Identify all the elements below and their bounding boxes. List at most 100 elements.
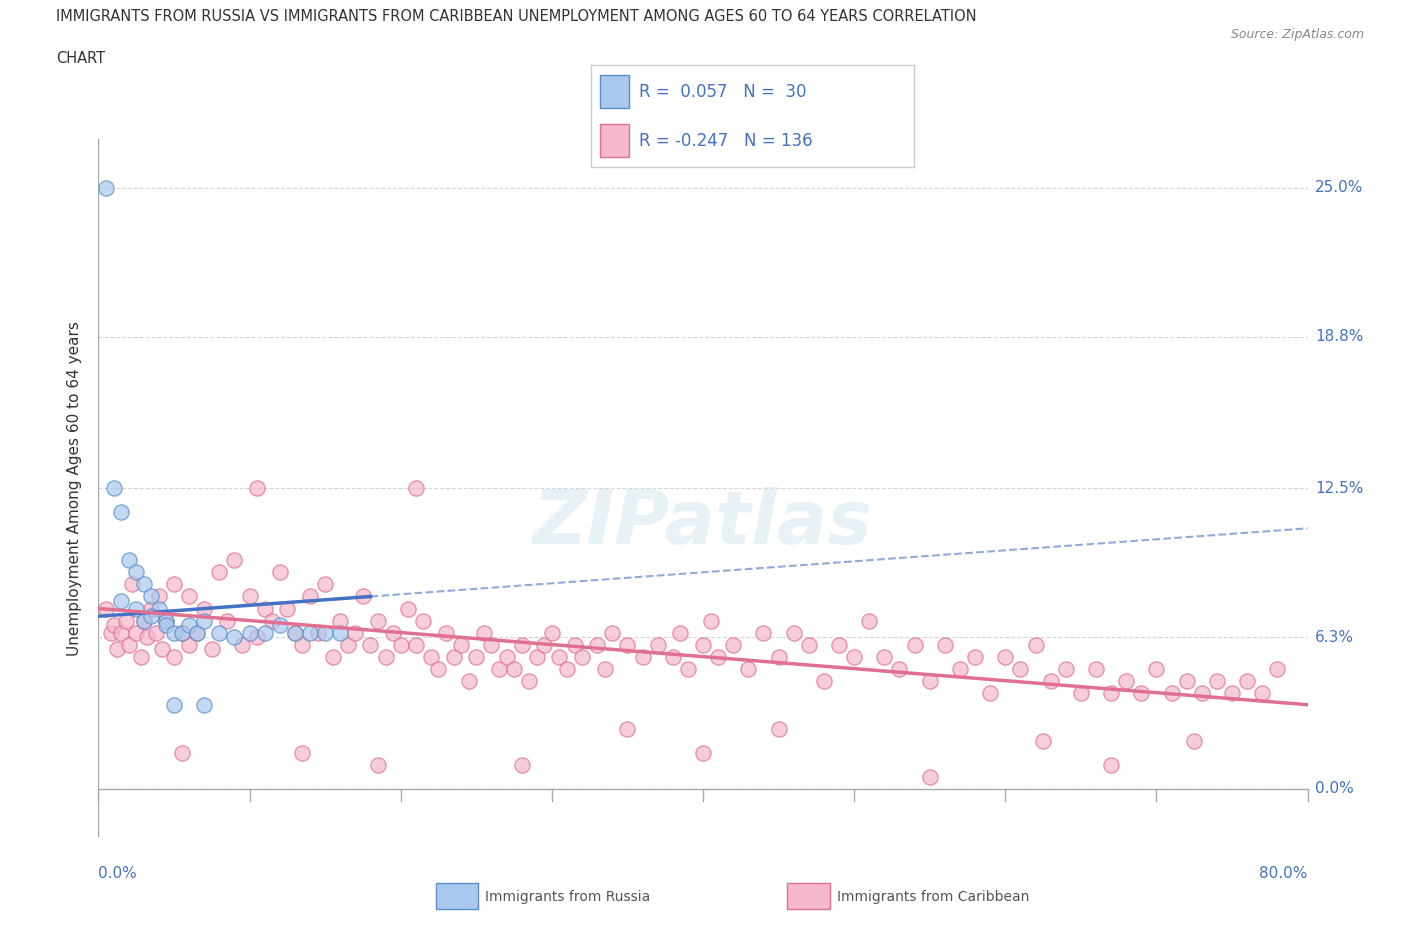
Text: 25.0%: 25.0%: [1315, 180, 1364, 195]
Point: [676, 661, 699, 676]
Point: [103, 481, 125, 496]
Point: [193, 601, 215, 616]
Point: [1160, 685, 1182, 700]
Text: IMMIGRANTS FROM RUSSIA VS IMMIGRANTS FROM CARIBBEAN UNEMPLOYMENT AMONG AGES 60 T: IMMIGRANTS FROM RUSSIA VS IMMIGRANTS FRO…: [56, 9, 977, 24]
Point: [314, 625, 336, 640]
Point: [141, 601, 163, 616]
Point: [132, 613, 155, 628]
Point: [540, 625, 562, 640]
Point: [179, 589, 201, 604]
Point: [163, 649, 186, 664]
Point: [94, 601, 117, 616]
Point: [768, 722, 790, 737]
Point: [593, 661, 616, 676]
Point: [132, 613, 155, 628]
Point: [420, 649, 443, 664]
Point: [647, 637, 669, 652]
Point: [125, 601, 148, 616]
Point: [239, 589, 262, 604]
Point: [412, 613, 434, 628]
Point: [155, 618, 177, 632]
Point: [224, 553, 246, 568]
Point: [548, 649, 571, 664]
Point: [269, 618, 291, 632]
Point: [631, 649, 654, 664]
Bar: [600, 75, 630, 108]
Point: [465, 649, 488, 664]
Point: [344, 625, 367, 640]
Point: [517, 673, 540, 688]
Point: [246, 481, 269, 496]
Y-axis label: Unemployment Among Ages 60 to 64 years: Unemployment Among Ages 60 to 64 years: [67, 321, 83, 656]
Point: [526, 649, 548, 664]
Point: [1115, 673, 1137, 688]
Point: [481, 637, 503, 652]
Point: [201, 642, 224, 657]
Point: [782, 625, 804, 640]
Point: [723, 637, 745, 652]
Point: [253, 625, 276, 640]
Text: 18.8%: 18.8%: [1315, 329, 1364, 344]
Point: [208, 625, 231, 640]
Point: [269, 565, 291, 580]
Point: [135, 630, 157, 644]
Point: [616, 637, 638, 652]
Text: ZIPatlas: ZIPatlas: [533, 486, 873, 560]
Point: [284, 625, 307, 640]
Point: [374, 649, 396, 664]
Point: [1236, 673, 1258, 688]
Point: [707, 649, 730, 664]
Point: [284, 625, 307, 640]
Point: [105, 642, 128, 657]
Point: [661, 649, 683, 664]
Point: [965, 649, 987, 664]
Point: [163, 698, 186, 712]
Point: [141, 589, 163, 604]
Text: 6.3%: 6.3%: [1315, 630, 1354, 644]
Point: [396, 601, 419, 616]
Point: [450, 637, 472, 652]
Point: [1220, 685, 1243, 700]
Point: [1039, 673, 1062, 688]
Point: [193, 613, 215, 628]
Point: [307, 625, 329, 640]
Point: [170, 625, 193, 640]
Point: [246, 630, 269, 644]
Point: [405, 481, 427, 496]
Point: [602, 625, 624, 640]
Point: [1130, 685, 1153, 700]
Point: [586, 637, 609, 652]
Point: [889, 661, 911, 676]
Bar: [600, 125, 630, 157]
Point: [1175, 673, 1198, 688]
Point: [155, 613, 177, 628]
Point: [329, 625, 352, 640]
Point: [405, 637, 427, 652]
Point: [148, 589, 170, 604]
Point: [114, 613, 136, 628]
Point: [145, 625, 167, 640]
Point: [100, 625, 122, 640]
Point: [170, 745, 193, 760]
Point: [336, 637, 359, 652]
Point: [224, 630, 246, 644]
Point: [367, 613, 389, 628]
Point: [110, 594, 132, 609]
Point: [616, 722, 638, 737]
Point: [510, 637, 533, 652]
Point: [1085, 661, 1108, 676]
Point: [1070, 685, 1092, 700]
Point: [949, 661, 972, 676]
Point: [352, 589, 374, 604]
Point: [208, 565, 231, 580]
Point: [299, 625, 322, 640]
Point: [110, 505, 132, 520]
Point: [276, 601, 298, 616]
Point: [1099, 685, 1122, 700]
Point: [329, 613, 352, 628]
Point: [858, 613, 880, 628]
Point: [367, 757, 389, 772]
Point: [132, 577, 155, 591]
Point: [564, 637, 586, 652]
Point: [186, 625, 208, 640]
